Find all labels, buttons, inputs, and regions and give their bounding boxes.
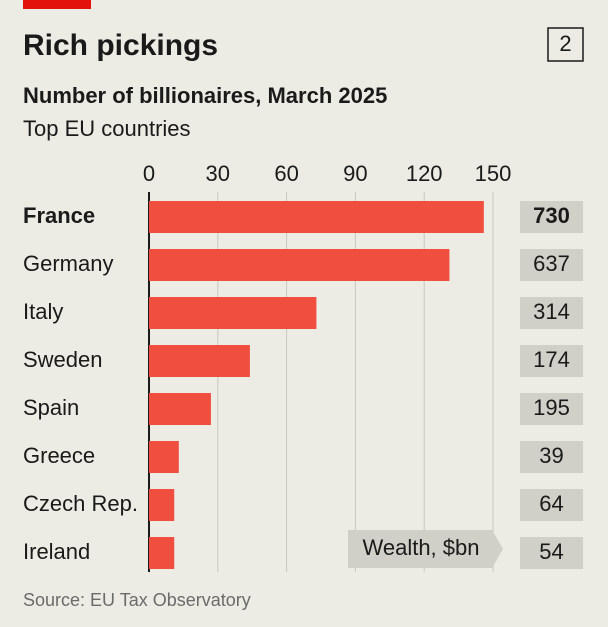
x-tick-label: 150 [475,161,512,186]
y-tick-label: Greece [23,443,95,468]
wealth-value: 64 [539,491,563,516]
wealth-value: 314 [533,299,570,324]
y-tick-label: Germany [23,251,113,276]
wealth-value: 54 [539,539,563,564]
wealth-box [520,249,583,281]
bar [149,489,175,521]
bar [149,393,211,425]
source: Source: EU Tax Observatory [23,590,251,610]
wealth-value: 730 [533,203,570,228]
marks: France 730 Germany 637 Italy 314 Sweden 174 Spai… [23,201,583,569]
wealth-label: Wealth, $bn [362,535,479,560]
bar [149,297,317,329]
x-tick-label: 90 [343,161,367,186]
bar [149,345,250,377]
wealth-box [520,345,583,377]
x-tick-label: 30 [206,161,230,186]
bar [149,249,450,281]
wealth-box [520,537,583,569]
bar [149,537,175,569]
brand-bar [23,0,91,9]
page-number: 2 [559,31,571,56]
wealth-box [520,441,583,473]
wealth-box [520,297,583,329]
x-tick-label: 0 [143,161,155,186]
wealth-tag [348,530,503,568]
subtitle-2: Top EU countries [23,116,191,141]
y-tick-label: Italy [23,299,63,324]
y-tick-label: Sweden [23,347,103,372]
subtitle: Number of billionaires, March 2025 [23,83,387,108]
chart-title: Rich pickings [23,29,218,62]
x-tick-label: 120 [406,161,443,186]
page-box [547,27,584,62]
wealth-value: 39 [539,443,563,468]
y-tick-label: Ireland [23,539,90,564]
wealth-box [520,201,583,233]
y-tick-label: Czech Rep. [23,491,138,516]
bar [149,441,179,473]
wealth-box [520,489,583,521]
x-tick-label: 60 [274,161,298,186]
wealth-value: 195 [533,395,570,420]
wealth-value: 174 [533,347,570,372]
bar [149,201,484,233]
y-tick-label: France [23,203,95,228]
y-tick-label: Spain [23,395,79,420]
wealth-value: 637 [533,251,570,276]
wealth-box [520,393,583,425]
